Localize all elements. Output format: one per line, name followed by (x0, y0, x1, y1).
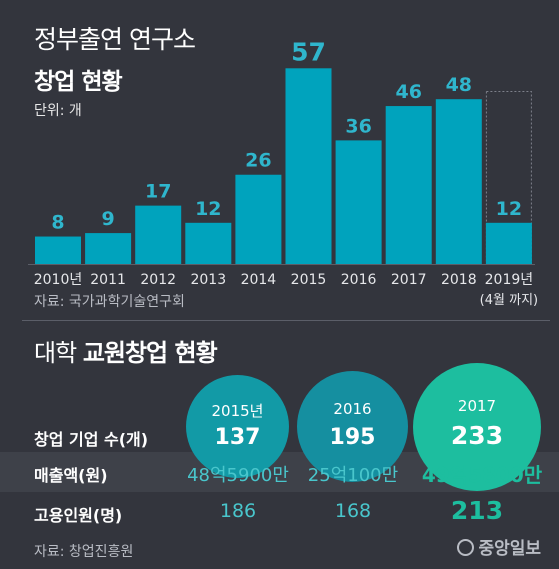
data-label: 46 (395, 81, 421, 103)
year-circle-2015: 2015년 137 (186, 375, 289, 478)
tick-label: 2014 (241, 272, 277, 288)
data-label: 36 (345, 115, 371, 137)
employment-2016: 168 (334, 500, 372, 522)
bar (385, 106, 432, 264)
tick-label: 2011 (90, 272, 126, 288)
tick-label: 2016 (341, 272, 377, 288)
tick-label: 2010년 (34, 272, 83, 288)
tick-label: 2017 (391, 272, 427, 288)
startup-count: 233 (450, 421, 504, 450)
tick-label: 2013 (190, 272, 226, 288)
bar (435, 99, 482, 264)
bar (135, 205, 182, 264)
chart-title: 정부출연 연구소 (34, 25, 196, 54)
watermark: 중앙일보 (457, 534, 541, 559)
startup-count: 195 (329, 425, 376, 450)
row-label-revenue: 매출액(원) (34, 466, 108, 485)
bar (85, 233, 132, 264)
year-label: 2015년 (211, 402, 264, 420)
revenue-2016: 25억100만 (307, 465, 399, 486)
bar (235, 174, 282, 264)
bar (35, 236, 81, 264)
data-label: 12 (195, 198, 221, 220)
chart-subtitle: 창업 현황 (34, 69, 123, 95)
table-title-bold: 교원창업 현황 (82, 339, 218, 367)
tick-label: 2015 (291, 272, 327, 288)
data-label: 12 (496, 198, 522, 220)
table-source: 자료: 창업진흥원 (34, 544, 134, 560)
year-circle-2017: 2017 233 (413, 363, 541, 491)
bar (285, 68, 332, 264)
year-circle-2016: 2016 195 (297, 371, 408, 482)
employment-2015: 186 (219, 500, 257, 522)
tick-label: 2018 (441, 272, 477, 288)
data-label: 48 (446, 74, 472, 96)
logo-icon (457, 539, 475, 556)
row-label-startups: 창업 기업 수(개) (34, 430, 149, 449)
partial-year-frame (485, 91, 532, 264)
bar (335, 140, 382, 264)
chart-source: 자료: 국가과학기술연구회 (34, 294, 185, 310)
table-title-prefix: 대학 (34, 339, 77, 367)
data-label: 9 (101, 208, 114, 230)
table-title: 대학 교원창업 현황 (34, 333, 218, 368)
tick-label: 2012 (140, 272, 176, 288)
data-label: 57 (291, 37, 326, 66)
data-label: 26 (245, 150, 271, 172)
tick-note: (4월 까지) (480, 293, 538, 308)
bar-chart: 8 2010년 9 2011 17 2012 12 2013 26 2014 57 2015 36 201… (28, 37, 538, 308)
year-label: 2016 (333, 400, 372, 418)
revenue-2017: 49억5800만 (421, 463, 543, 487)
watermark-text: 중앙일보 (478, 539, 541, 559)
year-label: 2017 (457, 397, 497, 415)
revenue-2015: 48억5900만 (187, 465, 289, 486)
bar (485, 222, 532, 264)
row-label-employment: 고용인원(명) (34, 506, 123, 525)
startup-count: 137 (214, 425, 261, 450)
employment-2017: 213 (450, 496, 504, 525)
data-label: 17 (145, 181, 171, 203)
bar (185, 222, 232, 264)
unit-label: 단위: 개 (34, 103, 82, 119)
tick-label: 2019년 (485, 272, 534, 288)
data-label: 8 (51, 212, 64, 234)
section-divider (22, 320, 550, 321)
